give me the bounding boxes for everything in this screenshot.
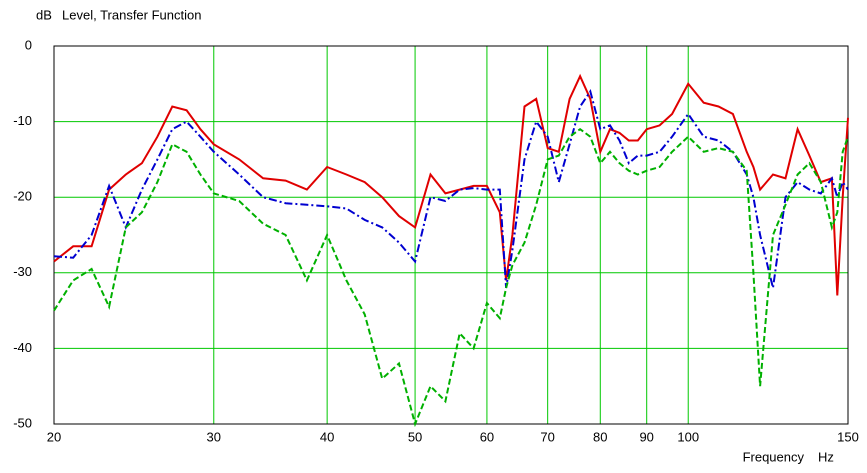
x-tick-label: 100 [677, 429, 699, 444]
chart-title: Level, Transfer Function [62, 7, 201, 22]
y-tick-label: -10 [13, 113, 32, 128]
y-axis-label: dB [36, 7, 52, 22]
x-tick-label: 150 [837, 429, 859, 444]
plot-border [53, 45, 849, 425]
line-series [53, 73, 849, 296]
x-tick-label: 40 [320, 429, 334, 444]
x-tick-label: 20 [47, 429, 61, 444]
line-series [53, 127, 849, 428]
x-tick-label: 80 [593, 429, 607, 444]
y-tick-label: 0 [25, 37, 32, 52]
x-tick-label: 50 [408, 429, 422, 444]
y-tick-label: -50 [13, 415, 32, 430]
x-axis-unit: Hz [818, 449, 834, 464]
x-tick-label: 60 [480, 429, 494, 444]
x-tick-label: 90 [639, 429, 653, 444]
y-tick-label: -30 [13, 264, 32, 279]
x-tick-label: 70 [540, 429, 554, 444]
line-series [53, 89, 849, 289]
y-tick-label: -20 [13, 189, 32, 204]
plot-area [54, 46, 848, 424]
x-axis-label: Frequency [743, 449, 805, 464]
y-tick-label: -40 [13, 340, 32, 355]
x-tick-label: 30 [207, 429, 221, 444]
